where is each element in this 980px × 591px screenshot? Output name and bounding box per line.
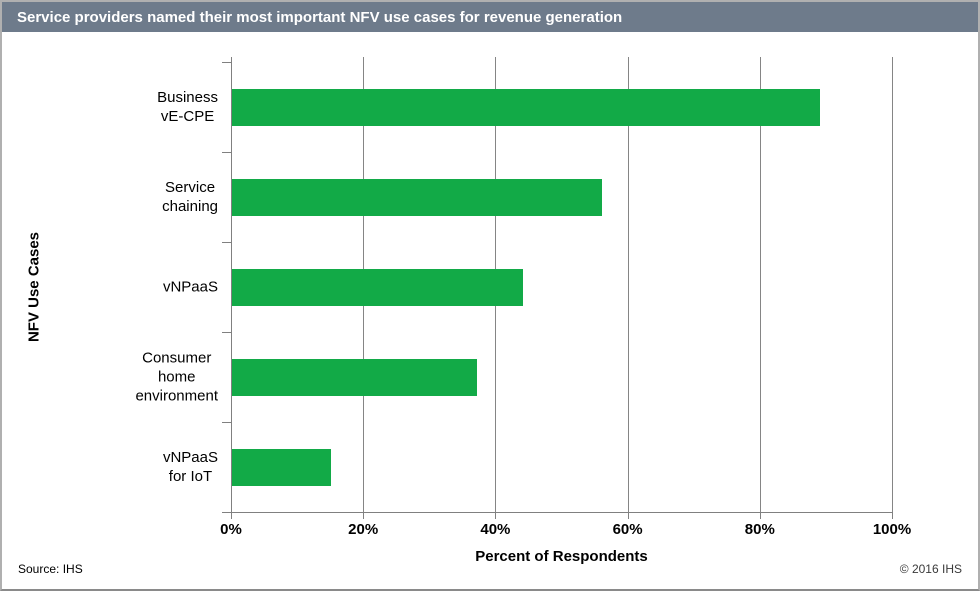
y-axis-tick bbox=[222, 332, 231, 333]
x-tick-label: 20% bbox=[348, 521, 379, 538]
gridline bbox=[892, 57, 893, 512]
bar bbox=[232, 358, 477, 396]
x-tick-label: 60% bbox=[612, 521, 643, 538]
gridline bbox=[627, 57, 629, 512]
copyright-note: © 2016 IHS bbox=[899, 562, 962, 576]
category-label: Service chaining bbox=[162, 179, 219, 215]
x-axis bbox=[231, 512, 893, 513]
bar bbox=[232, 268, 523, 306]
source-note: Source: IHS bbox=[18, 562, 83, 576]
y-axis-tick bbox=[222, 62, 231, 63]
x-axis-tick bbox=[627, 513, 629, 519]
x-tick-label: 40% bbox=[480, 521, 511, 538]
x-axis-tick bbox=[231, 513, 232, 519]
y-axis-tick bbox=[222, 512, 231, 513]
x-tick-label: 80% bbox=[744, 521, 775, 538]
x-axis-tick bbox=[759, 513, 761, 519]
y-axis-tick bbox=[222, 242, 231, 243]
x-axis-tick bbox=[495, 513, 497, 519]
bar bbox=[232, 178, 603, 216]
y-axis-title: NFV Use Cases bbox=[25, 231, 43, 343]
bar bbox=[232, 448, 332, 486]
chart-title: Service providers named their most impor… bbox=[17, 8, 623, 26]
y-axis-tick bbox=[222, 422, 231, 423]
gridline bbox=[759, 57, 761, 512]
x-tick-label: 0% bbox=[220, 521, 242, 538]
bar bbox=[232, 88, 821, 126]
y-axis-tick bbox=[222, 152, 231, 153]
title-bar: Service providers named their most impor… bbox=[2, 2, 978, 32]
category-label: vNPaaS bbox=[162, 278, 218, 296]
category-label: vNPaaS for IoT bbox=[162, 449, 218, 485]
x-axis-tick bbox=[363, 513, 365, 519]
plot-area: 0% 20% 40% 60% 80% 100% Business vE-CPE Service… bbox=[135, 57, 911, 538]
category-label: Business vE-CPE bbox=[157, 89, 218, 125]
x-axis-tick bbox=[892, 513, 893, 519]
category-label: Consumer home environment bbox=[135, 349, 218, 405]
y-axis bbox=[231, 57, 232, 512]
x-axis-title: Percent of Respondents bbox=[475, 548, 648, 565]
x-tick-label: 100% bbox=[872, 521, 912, 538]
